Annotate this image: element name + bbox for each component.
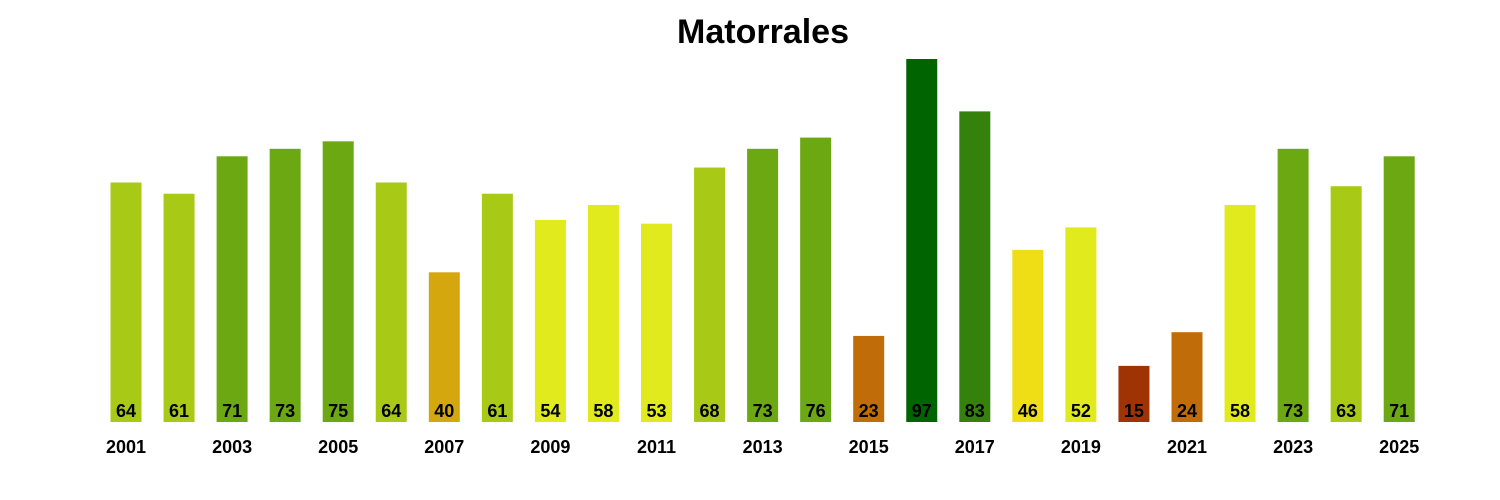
x-axis-tick-labels: 2001 2003 2005 2007 2009 2011 2013 2015 2017 2019… — [106, 437, 1419, 457]
bar-2014 — [800, 137, 832, 422]
bar-2017 — [959, 111, 991, 422]
bar-2023 — [1277, 148, 1309, 422]
data-label-2004: 73 — [275, 401, 295, 421]
bar-2006 — [375, 182, 407, 422]
bar-2015 — [853, 335, 885, 422]
bar-2005 — [322, 141, 354, 422]
x-tick-label-2005: 2005 — [318, 437, 358, 457]
x-tick-label-2015: 2015 — [849, 437, 889, 457]
data-label-2017: 83 — [965, 401, 985, 421]
data-label-2024: 63 — [1336, 401, 1356, 421]
data-label-2006: 64 — [381, 401, 401, 421]
x-tick-label-2025: 2025 — [1379, 437, 1419, 457]
bar-2008 — [481, 193, 513, 422]
bar-2018 — [1012, 249, 1044, 422]
x-tick-label-2011: 2011 — [637, 437, 676, 457]
data-label-2016: 97 — [912, 401, 932, 421]
bar-2016 — [906, 59, 938, 422]
data-label-2008: 61 — [487, 401, 507, 421]
data-label-2002: 61 — [169, 401, 189, 421]
bar-2009 — [534, 219, 566, 422]
bar-2025 — [1383, 156, 1415, 423]
data-label-2013: 73 — [753, 401, 773, 421]
data-label-2020: 15 — [1124, 401, 1144, 421]
value-labels-group: 64 61 71 73 75 64 40 61 54 58 53 68 73 76 23 97 83 46 52 15… — [116, 401, 1409, 421]
data-label-2007: 40 — [434, 401, 454, 421]
data-label-2021: 24 — [1177, 401, 1197, 421]
data-label-2012: 68 — [700, 401, 720, 421]
data-label-2025: 71 — [1389, 401, 1409, 421]
x-tick-label-2019: 2019 — [1061, 437, 1101, 457]
data-label-2001: 64 — [116, 401, 136, 421]
bar-2012 — [694, 167, 726, 422]
bar-2002 — [163, 193, 195, 422]
bars-group — [110, 59, 1415, 423]
data-label-2022: 58 — [1230, 401, 1250, 421]
data-label-2019: 52 — [1071, 401, 1091, 421]
data-label-2010: 58 — [593, 401, 613, 421]
bar-2022 — [1224, 204, 1256, 422]
bar-2019 — [1065, 227, 1097, 422]
x-tick-label-2021: 2021 — [1167, 437, 1207, 457]
x-tick-label-2007: 2007 — [424, 437, 464, 457]
x-tick-label-2023: 2023 — [1273, 437, 1313, 457]
bar-2004 — [269, 148, 301, 422]
bar-2003 — [216, 156, 248, 423]
data-label-2018: 46 — [1018, 401, 1038, 421]
data-label-2003: 71 — [222, 401, 242, 421]
data-label-2011: 53 — [646, 401, 666, 421]
bar-2007 — [428, 272, 460, 422]
bar-2021 — [1171, 332, 1203, 422]
bar-2024 — [1330, 186, 1362, 422]
x-tick-label-2017: 2017 — [955, 437, 995, 457]
data-label-2023: 73 — [1283, 401, 1303, 421]
data-label-2009: 54 — [540, 401, 560, 421]
data-label-2014: 76 — [806, 401, 826, 421]
bar-2020 — [1118, 365, 1150, 422]
bar-2001 — [110, 182, 142, 422]
chart-title: Matorrales — [677, 13, 849, 51]
data-label-2005: 75 — [328, 401, 348, 421]
x-tick-label-2009: 2009 — [530, 437, 570, 457]
x-tick-label-2003: 2003 — [212, 437, 252, 457]
x-tick-label-2001: 2001 — [106, 437, 146, 457]
bar-2013 — [747, 148, 779, 422]
x-tick-label-2013: 2013 — [743, 437, 783, 457]
bar-2011 — [641, 223, 672, 422]
data-label-2015: 23 — [859, 401, 879, 421]
bar-2010 — [587, 204, 619, 422]
